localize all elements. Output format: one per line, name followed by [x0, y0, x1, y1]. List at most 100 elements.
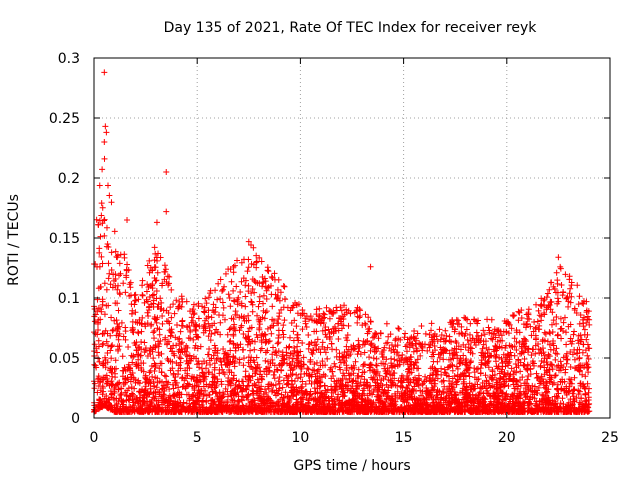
data-point: [273, 392, 280, 399]
data-point: [550, 283, 557, 290]
data-point: [95, 373, 102, 380]
data-point: [371, 348, 378, 355]
data-point: [339, 388, 346, 395]
data-point: [283, 360, 290, 367]
data-point: [116, 343, 123, 350]
data-point: [314, 368, 321, 375]
data-point: [425, 341, 432, 348]
data-point: [449, 367, 456, 374]
data-point: [176, 335, 183, 342]
data-point: [250, 357, 257, 364]
data-point: [178, 375, 185, 382]
data-point: [116, 290, 123, 297]
data-point: [124, 387, 131, 394]
data-point: [240, 346, 247, 353]
data-point: [369, 334, 376, 341]
data-point: [510, 313, 517, 320]
data-point: [227, 347, 234, 354]
data-point: [294, 343, 301, 350]
data-point: [171, 310, 178, 317]
data-point: [316, 305, 323, 312]
data-point: [251, 397, 258, 404]
data-point: [93, 216, 100, 223]
data-point: [352, 393, 359, 400]
data-point: [571, 365, 578, 372]
data-point: [481, 331, 488, 338]
data-point: [546, 366, 553, 373]
data-point: [541, 311, 548, 318]
data-point: [568, 376, 575, 383]
data-point: [299, 326, 306, 333]
data-point: [404, 336, 411, 343]
data-point: [109, 390, 116, 397]
data-point: [319, 339, 326, 346]
data-point: [209, 371, 216, 378]
data-point: [108, 355, 115, 362]
data-point: [151, 360, 158, 367]
data-point: [191, 323, 198, 330]
data-point: [533, 370, 540, 377]
data-point: [407, 390, 414, 397]
data-point: [97, 233, 104, 240]
data-point: [333, 346, 340, 353]
data-point: [402, 330, 409, 337]
data-point: [403, 372, 410, 379]
data-point: [108, 199, 115, 206]
data-point: [585, 389, 592, 396]
data-point: [567, 285, 574, 292]
data-point: [558, 362, 565, 369]
data-point: [183, 351, 190, 358]
data-point: [249, 308, 256, 315]
data-point: [303, 395, 310, 402]
data-point: [140, 392, 147, 399]
data-point: [242, 293, 249, 300]
data-point: [400, 359, 407, 366]
data-point: [553, 363, 560, 370]
data-point: [407, 403, 414, 410]
data-point: [374, 376, 381, 383]
data-point: [411, 383, 418, 390]
data-point: [275, 378, 282, 385]
data-point: [190, 336, 197, 343]
data-point: [521, 362, 528, 369]
data-point: [316, 313, 323, 320]
data-point: [539, 336, 546, 343]
data-point: [151, 244, 158, 251]
data-point: [244, 268, 251, 275]
data-point: [152, 277, 159, 284]
data-point: [166, 320, 173, 327]
data-point: [240, 362, 247, 369]
data-point: [169, 358, 176, 365]
data-point: [195, 358, 202, 365]
data-point: [360, 361, 367, 368]
data-point: [380, 354, 387, 361]
data-point: [294, 400, 301, 407]
data-point: [546, 286, 553, 293]
data-point: [271, 368, 278, 375]
data-point: [249, 373, 256, 380]
data-point: [433, 392, 440, 399]
data-point: [495, 327, 502, 334]
data-point: [144, 262, 151, 269]
data-point: [141, 339, 148, 346]
data-point: [374, 368, 381, 375]
data-point: [402, 388, 409, 395]
data-point: [314, 336, 321, 343]
data-point: [550, 317, 557, 324]
data-point: [219, 312, 226, 319]
data-point: [113, 332, 120, 339]
data-point: [359, 369, 366, 376]
data-point: [553, 345, 560, 352]
data-point: [410, 376, 417, 383]
data-point: [523, 321, 530, 328]
data-point: [344, 387, 351, 394]
data-point: [100, 376, 107, 383]
data-point: [552, 356, 559, 363]
data-point: [281, 407, 288, 414]
data-point: [391, 390, 398, 397]
data-point: [406, 344, 413, 351]
data-point: [254, 312, 261, 319]
data-point: [535, 374, 542, 381]
data-point: [111, 384, 118, 391]
